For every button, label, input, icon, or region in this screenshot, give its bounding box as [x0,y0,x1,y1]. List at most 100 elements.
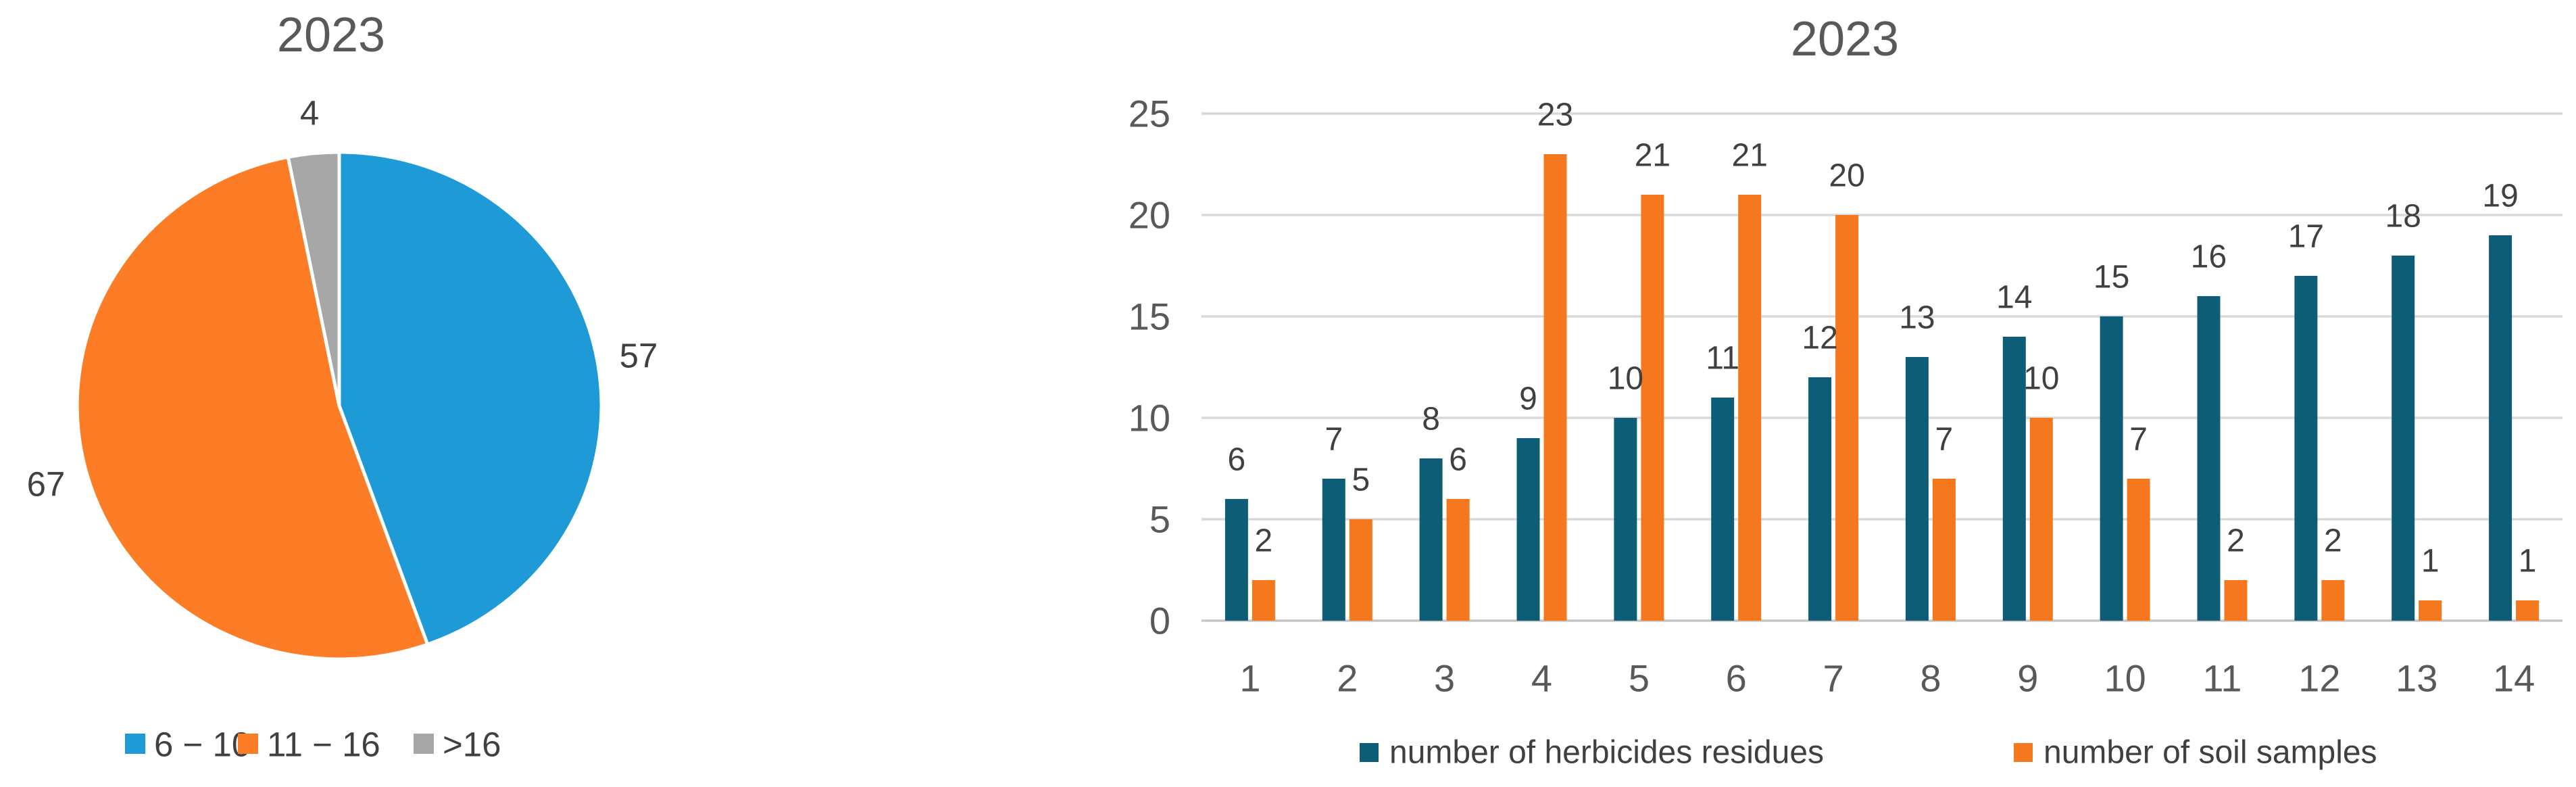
bar-value-label: 13 [1899,300,1935,336]
bar-value-label: 9 [1519,381,1537,417]
bar-soil-cat12 [2321,580,2345,621]
bar-value-label: 23 [1537,97,1573,133]
bar-value-label: 7 [1935,422,1954,458]
bar-soil-cat1 [1252,580,1275,621]
bar-value-label: 2 [2324,523,2342,559]
bar-herbicides-cat7 [1808,377,1832,621]
bar-value-labels: 6275869231021112112201371410157162172181… [1228,97,2537,579]
x-tick-label: 6 [1726,657,1747,700]
bar-value-label: 5 [1352,462,1370,498]
pie-legend-label: 6 − 10 [154,725,251,764]
x-tick-label: 7 [1823,657,1844,700]
bar-herbicides-cat14 [2489,235,2512,621]
pie-data-label: 67 [27,465,66,504]
bar-value-label: 10 [2023,361,2059,397]
pie-legend-swatch [238,734,258,754]
x-tick-label: 10 [2104,657,2146,700]
bar-legend: number of herbicides residues number of s… [1360,735,2377,771]
pie-chart: 2023 57 67 4 6 − 10 11 − 16 >16 [27,8,658,764]
bar-value-label: 18 [2385,199,2421,235]
pie-legend-label: 11 − 16 [267,725,380,764]
pie-legend-swatch [125,734,145,754]
pie-legend-swatch [414,734,434,754]
pie-chart-title: 2023 [277,8,385,62]
pie-data-label: 4 [300,94,319,133]
bar-value-label: 21 [1732,138,1768,174]
bar-value-label: 7 [2129,422,2148,458]
bar-value-label: 12 [1802,320,1837,356]
bar-herbicides-cat5 [1614,418,1637,621]
bar-value-label: 16 [2191,239,2227,275]
bar-value-label: 14 [1996,280,2032,316]
bar-herbicides-cat2 [1322,479,1345,621]
bar-gridlines [1202,112,2562,622]
bar-soil-cat5 [1641,195,1664,621]
bar-legend-label: number of soil samples [2044,735,2377,771]
bar-legend-swatch [2014,743,2033,762]
bar-soil-cat14 [2516,600,2540,621]
bar-soil-cat9 [2029,418,2053,621]
y-tick-label: 10 [1129,397,1170,439]
bar-legend-swatch [1360,743,1379,762]
bar-soil-cat3 [1446,499,1470,621]
bar-chart-title: 2023 [1791,12,1899,66]
x-tick-label: 4 [1531,657,1552,700]
bar-herbicides-cat8 [1905,357,1929,621]
x-tick-label: 12 [2298,657,2340,700]
bar-soil-cat2 [1349,519,1372,621]
bar-value-label: 17 [2288,219,2324,255]
x-tick-label: 9 [2017,657,2038,700]
bar-herbicides-cat1 [1224,499,1248,621]
pie-slice-0 [337,150,603,646]
pie-slice-1 [75,155,430,661]
x-tick-label: 8 [1920,657,1941,700]
y-tick-label: 0 [1149,600,1170,642]
bar-soil-cat11 [2224,580,2248,621]
bar-value-label: 6 [1449,442,1467,478]
bar-herbicides-cat11 [2197,296,2221,621]
bar-herbicides-cat9 [2002,337,2026,621]
y-tick-label: 20 [1129,194,1170,237]
bar-value-label: 7 [1324,422,1343,458]
bar-legend-label: number of herbicides residues [1389,735,1824,771]
bar-value-label: 21 [1635,138,1670,174]
bar-soil-cat8 [1932,479,1956,621]
bar-value-label: 8 [1422,402,1440,437]
bar-soil-cat4 [1543,154,1567,621]
bar-herbicides-cat3 [1419,458,1443,621]
bar-herbicides-cat6 [1711,398,1735,621]
bar-value-label: 20 [1829,158,1864,194]
pie-legend: 6 − 10 11 − 16 >16 [125,725,501,764]
bar-value-label: 1 [2519,544,2537,579]
bar-chart: 2023 62758692310211121122013714101571621… [1129,12,2562,771]
bar-herbicides-cat4 [1516,438,1540,621]
pie-plot: 57 67 4 [27,94,658,661]
bar-soil-cat13 [2419,600,2442,621]
bar-soil-cat7 [1835,215,1859,621]
bar-value-label: 6 [1228,442,1246,478]
bar-value-label: 15 [2094,260,2129,295]
y-tick-label: 15 [1129,295,1170,338]
x-tick-label: 13 [2396,657,2437,700]
x-tick-label: 1 [1239,657,1260,700]
bar-soil-cat6 [1738,195,1762,621]
bar-value-label: 2 [2227,523,2245,559]
x-tick-label: 11 [2202,657,2241,700]
pie-legend-label: >16 [443,725,501,764]
x-tick-label: 14 [2493,657,2535,700]
bar-herbicides-cat13 [2392,256,2415,621]
bar-value-label: 19 [2482,178,2518,214]
x-tick-label: 3 [1434,657,1455,700]
bar-bars [1224,154,2540,621]
pie-slice-2 [286,150,341,408]
bar-herbicides-cat10 [2100,316,2123,621]
bar-herbicides-cat12 [2294,276,2318,621]
bar-value-label: 11 [1706,341,1739,377]
y-tick-label: 25 [1129,93,1170,135]
pie-data-label: 57 [620,337,658,375]
x-tick-label: 2 [1337,657,1358,700]
bar-soil-cat10 [2127,479,2150,621]
